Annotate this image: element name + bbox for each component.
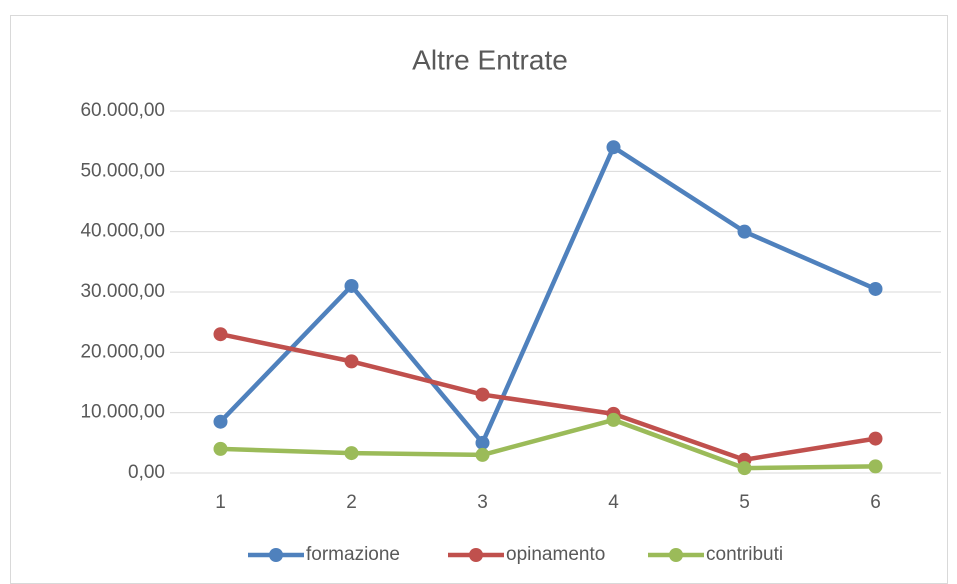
legend-marker xyxy=(469,548,483,562)
data-point xyxy=(868,281,883,296)
data-point xyxy=(606,412,621,427)
data-point xyxy=(475,447,490,462)
y-tick-label: 40.000,00 xyxy=(80,221,165,242)
y-tick-label: 20.000,00 xyxy=(80,341,165,362)
data-point xyxy=(344,278,359,293)
x-tick-label: 5 xyxy=(739,492,750,513)
y-tick-label: 10.000,00 xyxy=(80,402,165,423)
series-line xyxy=(220,332,876,462)
series-line xyxy=(218,144,877,446)
legend-label: contributi xyxy=(706,544,783,565)
x-tick-label: 4 xyxy=(608,492,619,513)
data-point xyxy=(737,461,752,476)
data-point xyxy=(475,387,490,402)
y-tick-label: 0,00 xyxy=(128,462,165,483)
data-point xyxy=(737,224,752,239)
data-point xyxy=(868,431,883,446)
data-point xyxy=(213,441,228,456)
y-tick-label: 50.000,00 xyxy=(80,160,165,181)
legend-label: opinamento xyxy=(506,544,605,565)
legend-label: formazione xyxy=(306,544,400,565)
data-point xyxy=(868,459,883,474)
x-tick-label: 2 xyxy=(346,492,357,513)
chart-frame xyxy=(10,15,948,584)
legend-marker xyxy=(269,548,283,562)
data-point xyxy=(213,327,228,342)
data-point xyxy=(344,446,359,461)
data-point xyxy=(606,140,621,155)
x-tick-label: 3 xyxy=(477,492,488,513)
y-tick-label: 30.000,00 xyxy=(80,281,165,302)
data-point xyxy=(344,354,359,369)
data-point xyxy=(475,435,490,450)
x-tick-label: 6 xyxy=(870,492,881,513)
series-line xyxy=(220,417,876,471)
y-tick-label: 60.000,00 xyxy=(80,100,165,121)
x-tick-label: 1 xyxy=(215,492,226,513)
legend-marker xyxy=(669,548,683,562)
data-point xyxy=(213,414,228,429)
chart-title: Altre Entrate xyxy=(412,44,568,75)
